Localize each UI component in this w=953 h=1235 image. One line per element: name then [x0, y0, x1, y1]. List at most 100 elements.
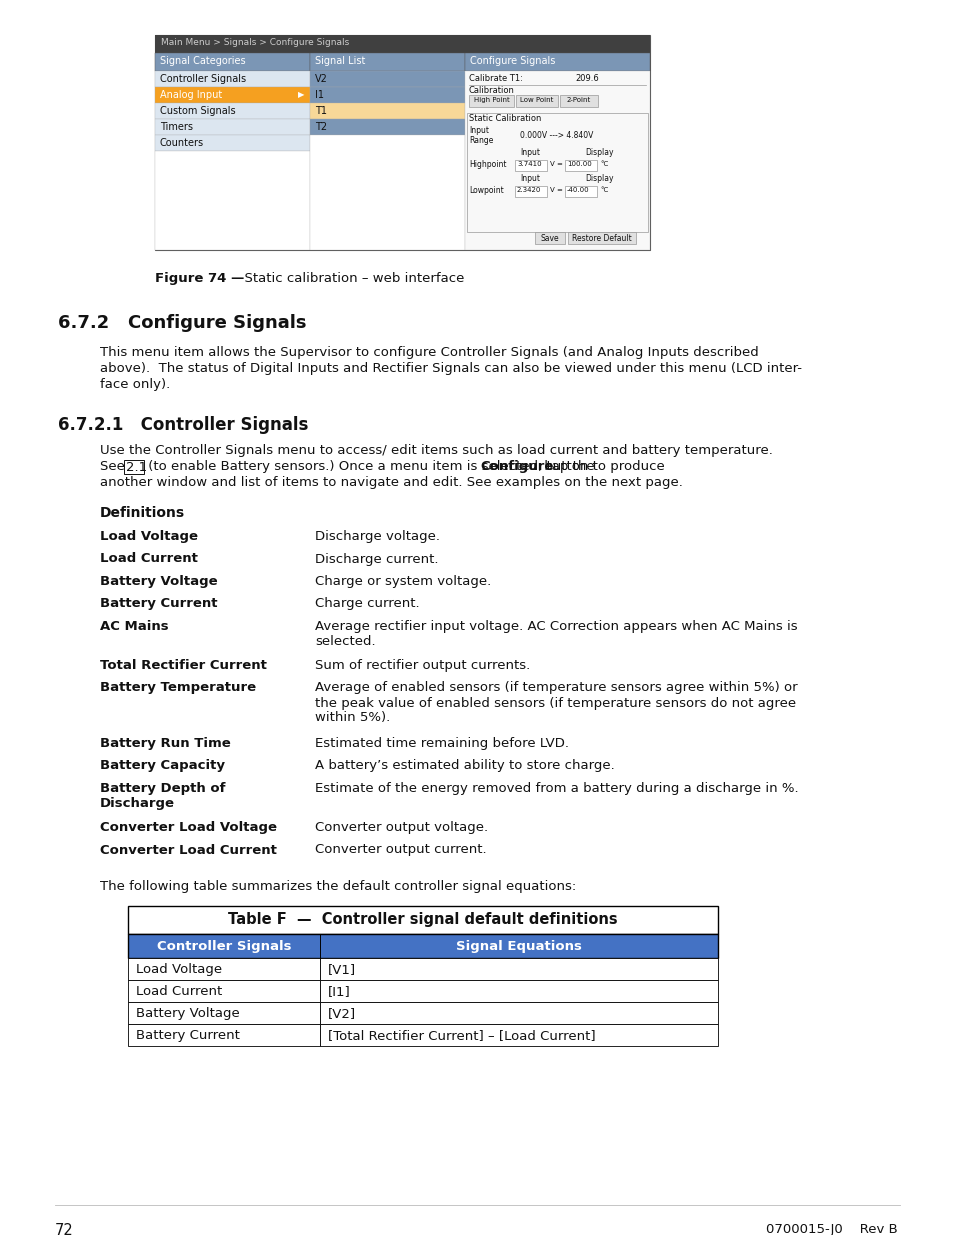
Text: Lowpoint: Lowpoint: [469, 186, 503, 195]
Bar: [154, 103, 310, 119]
Text: Static calibration – web interface: Static calibration – web interface: [235, 272, 464, 285]
Text: Input: Input: [519, 174, 539, 183]
Text: T1: T1: [314, 106, 327, 116]
Text: V =: V =: [550, 161, 562, 167]
Bar: [319, 981, 718, 1002]
Text: °C: °C: [599, 161, 608, 167]
Text: The following table summarizes the default controller signal equations:: The following table summarizes the defau…: [100, 881, 576, 893]
Bar: [535, 232, 564, 245]
Bar: [128, 981, 319, 1002]
Text: face only).: face only).: [100, 378, 170, 391]
Text: -40.00: -40.00: [566, 186, 589, 193]
Text: [V1]: [V1]: [328, 963, 355, 976]
Text: Range: Range: [469, 136, 493, 144]
Text: Restore Default: Restore Default: [572, 233, 631, 243]
Text: Input: Input: [519, 148, 539, 157]
Text: Main Menu > Signals > Configure Signals: Main Menu > Signals > Configure Signals: [161, 38, 349, 47]
Bar: [154, 35, 649, 53]
Text: Highpoint: Highpoint: [469, 161, 506, 169]
Bar: [310, 86, 464, 103]
Text: [Total Rectifier Current] – [Load Current]: [Total Rectifier Current] – [Load Curren…: [328, 1029, 595, 1042]
Text: Calibrate T1:: Calibrate T1:: [469, 74, 522, 83]
Text: above).  The status of Digital Inputs and Rectifier Signals can also be viewed u: above). The status of Digital Inputs and…: [100, 362, 801, 375]
Text: Discharge voltage.: Discharge voltage.: [314, 530, 439, 543]
Text: A battery’s estimated ability to store charge.: A battery’s estimated ability to store c…: [314, 760, 614, 773]
Bar: [319, 958, 718, 981]
Text: Load Current: Load Current: [100, 552, 197, 566]
Text: 2.3420: 2.3420: [517, 186, 540, 193]
Text: Converter Load Voltage: Converter Load Voltage: [100, 821, 276, 834]
Text: Charge or system voltage.: Charge or system voltage.: [314, 576, 491, 588]
Text: Signal Categories: Signal Categories: [160, 56, 245, 65]
Text: Controller Signals: Controller Signals: [156, 940, 291, 953]
Text: 209.6: 209.6: [575, 74, 598, 83]
Text: ▶: ▶: [297, 90, 304, 99]
Bar: [154, 70, 310, 86]
Text: 6.7.2   Configure Signals: 6.7.2 Configure Signals: [58, 314, 306, 332]
Text: Signal List: Signal List: [314, 56, 365, 65]
Text: Figure 74 —: Figure 74 —: [154, 272, 244, 285]
Bar: [559, 95, 598, 107]
Bar: [124, 459, 144, 474]
Text: Configure: Configure: [479, 459, 553, 473]
Text: Controller Signals: Controller Signals: [160, 74, 246, 84]
Text: Battery Temperature: Battery Temperature: [100, 682, 255, 694]
Bar: [154, 86, 310, 103]
Bar: [154, 35, 649, 249]
Text: [I1]: [I1]: [328, 986, 351, 998]
Bar: [567, 232, 636, 245]
Text: Converter Load Current: Converter Load Current: [100, 844, 276, 857]
Text: T2: T2: [314, 122, 327, 132]
Text: Definitions: Definitions: [100, 506, 185, 520]
Text: Configure Signals: Configure Signals: [470, 56, 555, 65]
Bar: [564, 161, 597, 170]
Bar: [564, 186, 597, 198]
Text: °C: °C: [599, 186, 608, 193]
Text: This menu item allows the Supervisor to configure Controller Signals (and Analog: This menu item allows the Supervisor to …: [100, 346, 758, 359]
Text: 0700015-J0    Rev B: 0700015-J0 Rev B: [765, 1223, 897, 1235]
Text: Estimated time remaining before LVD.: Estimated time remaining before LVD.: [314, 737, 568, 750]
Text: 0.000V ---> 4.840V: 0.000V ---> 4.840V: [519, 131, 593, 140]
Text: Battery Capacity: Battery Capacity: [100, 760, 225, 773]
Text: Average rectifier input voltage. AC Correction appears when AC Mains is
selected: Average rectifier input voltage. AC Corr…: [314, 620, 797, 648]
Text: I1: I1: [314, 90, 324, 100]
Bar: [154, 151, 310, 249]
Bar: [310, 135, 464, 249]
Bar: [128, 934, 718, 958]
Text: Calibration: Calibration: [469, 86, 515, 95]
Text: Battery Run Time: Battery Run Time: [100, 737, 231, 750]
Text: Battery Voltage: Battery Voltage: [100, 576, 217, 588]
Text: Input: Input: [469, 126, 489, 135]
Text: Load Voltage: Load Voltage: [100, 530, 198, 543]
Text: AC Mains: AC Mains: [100, 620, 169, 634]
Bar: [128, 1002, 319, 1024]
Text: [V2]: [V2]: [328, 1007, 355, 1020]
Bar: [464, 53, 649, 70]
Text: 2.1: 2.1: [126, 461, 147, 474]
Bar: [128, 958, 319, 981]
Bar: [310, 119, 464, 135]
Text: 3.7410: 3.7410: [517, 161, 541, 167]
Text: 2-Point: 2-Point: [566, 98, 591, 103]
Text: High Point: High Point: [473, 98, 509, 103]
Text: Battery Current: Battery Current: [100, 598, 217, 610]
Text: Table F  —  Controller signal default definitions: Table F — Controller signal default defi…: [228, 911, 618, 927]
Text: (to enable Battery sensors.) Once a menu item is selected, tap the: (to enable Battery sensors.) Once a menu…: [144, 459, 598, 473]
Text: Battery Depth of
Discharge: Battery Depth of Discharge: [100, 782, 225, 810]
Text: Counters: Counters: [160, 138, 204, 148]
Bar: [319, 1024, 718, 1046]
Text: Battery Current: Battery Current: [136, 1029, 239, 1042]
Bar: [516, 95, 558, 107]
Bar: [515, 161, 546, 170]
Text: Converter output current.: Converter output current.: [314, 844, 486, 857]
Bar: [467, 112, 647, 232]
Bar: [310, 103, 464, 119]
Text: Signal Equations: Signal Equations: [456, 940, 581, 953]
Bar: [154, 53, 310, 70]
Bar: [154, 135, 310, 151]
Bar: [464, 70, 649, 249]
Text: another window and list of items to navigate and edit. See examples on the next : another window and list of items to navi…: [100, 475, 682, 489]
Text: Display: Display: [584, 174, 613, 183]
Text: See: See: [100, 459, 129, 473]
Text: Discharge current.: Discharge current.: [314, 552, 438, 566]
